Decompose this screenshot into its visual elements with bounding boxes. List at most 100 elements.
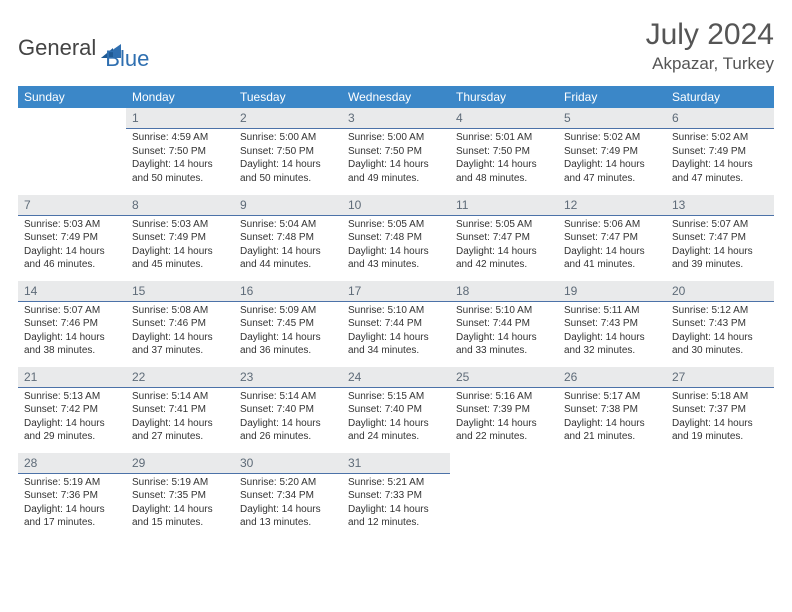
- day-header: Wednesday: [342, 86, 450, 108]
- day-details: Sunrise: 5:14 AMSunset: 7:41 PMDaylight:…: [126, 388, 234, 448]
- sunset-text: Sunset: 7:43 PM: [672, 317, 768, 331]
- daylight-text: and 27 minutes.: [132, 430, 228, 444]
- day-number: 1: [126, 108, 234, 129]
- sunrise-text: Sunrise: 5:02 AM: [672, 131, 768, 145]
- calendar-cell: 24Sunrise: 5:15 AMSunset: 7:40 PMDayligh…: [342, 366, 450, 452]
- daylight-text: and 37 minutes.: [132, 344, 228, 358]
- calendar-cell: 15Sunrise: 5:08 AMSunset: 7:46 PMDayligh…: [126, 280, 234, 366]
- daylight-text: Daylight: 14 hours: [240, 417, 336, 431]
- day-details: Sunrise: 5:06 AMSunset: 7:47 PMDaylight:…: [558, 216, 666, 276]
- daylight-text: Daylight: 14 hours: [348, 503, 444, 517]
- day-number: 18: [450, 281, 558, 302]
- daylight-text: Daylight: 14 hours: [132, 158, 228, 172]
- sunrise-text: Sunrise: 5:01 AM: [456, 131, 552, 145]
- day-number: 7: [18, 195, 126, 216]
- daylight-text: and 22 minutes.: [456, 430, 552, 444]
- daylight-text: and 33 minutes.: [456, 344, 552, 358]
- daylight-text: and 50 minutes.: [240, 172, 336, 186]
- daylight-text: Daylight: 14 hours: [240, 331, 336, 345]
- day-number: 25: [450, 367, 558, 388]
- daylight-text: and 13 minutes.: [240, 516, 336, 530]
- title-block: July 2024 Akpazar, Turkey: [646, 18, 774, 74]
- calendar-body: 1Sunrise: 4:59 AMSunset: 7:50 PMDaylight…: [18, 108, 774, 538]
- sunrise-text: Sunrise: 5:05 AM: [456, 218, 552, 232]
- sunrise-text: Sunrise: 5:14 AM: [240, 390, 336, 404]
- calendar-cell: [18, 108, 126, 194]
- day-details: Sunrise: 5:16 AMSunset: 7:39 PMDaylight:…: [450, 388, 558, 448]
- sunset-text: Sunset: 7:47 PM: [672, 231, 768, 245]
- day-number: 17: [342, 281, 450, 302]
- calendar-cell: [666, 452, 774, 538]
- day-number: 10: [342, 195, 450, 216]
- sunset-text: Sunset: 7:47 PM: [456, 231, 552, 245]
- daylight-text: Daylight: 14 hours: [564, 331, 660, 345]
- day-number: 3: [342, 108, 450, 129]
- sunset-text: Sunset: 7:50 PM: [132, 145, 228, 159]
- day-number: 14: [18, 281, 126, 302]
- day-details: Sunrise: 5:12 AMSunset: 7:43 PMDaylight:…: [666, 302, 774, 362]
- sunset-text: Sunset: 7:46 PM: [24, 317, 120, 331]
- daylight-text: Daylight: 14 hours: [240, 503, 336, 517]
- sunset-text: Sunset: 7:37 PM: [672, 403, 768, 417]
- calendar-cell: 23Sunrise: 5:14 AMSunset: 7:40 PMDayligh…: [234, 366, 342, 452]
- calendar-cell: 16Sunrise: 5:09 AMSunset: 7:45 PMDayligh…: [234, 280, 342, 366]
- daylight-text: and 45 minutes.: [132, 258, 228, 272]
- month-title: July 2024: [646, 18, 774, 52]
- day-number: 4: [450, 108, 558, 129]
- daylight-text: Daylight: 14 hours: [672, 245, 768, 259]
- calendar-cell: 31Sunrise: 5:21 AMSunset: 7:33 PMDayligh…: [342, 452, 450, 538]
- sunrise-text: Sunrise: 5:00 AM: [348, 131, 444, 145]
- daylight-text: and 43 minutes.: [348, 258, 444, 272]
- day-number: 8: [126, 195, 234, 216]
- sunrise-text: Sunrise: 5:17 AM: [564, 390, 660, 404]
- calendar-cell: 3Sunrise: 5:00 AMSunset: 7:50 PMDaylight…: [342, 108, 450, 194]
- day-details: Sunrise: 5:07 AMSunset: 7:47 PMDaylight:…: [666, 216, 774, 276]
- sunrise-text: Sunrise: 5:20 AM: [240, 476, 336, 490]
- daylight-text: Daylight: 14 hours: [132, 503, 228, 517]
- daylight-text: Daylight: 14 hours: [24, 245, 120, 259]
- calendar-cell: 4Sunrise: 5:01 AMSunset: 7:50 PMDaylight…: [450, 108, 558, 194]
- day-details: Sunrise: 5:10 AMSunset: 7:44 PMDaylight:…: [342, 302, 450, 362]
- daylight-text: Daylight: 14 hours: [672, 417, 768, 431]
- day-details: Sunrise: 5:02 AMSunset: 7:49 PMDaylight:…: [666, 129, 774, 189]
- calendar-week-row: 14Sunrise: 5:07 AMSunset: 7:46 PMDayligh…: [18, 280, 774, 366]
- daylight-text: and 46 minutes.: [24, 258, 120, 272]
- daylight-text: Daylight: 14 hours: [132, 417, 228, 431]
- sunset-text: Sunset: 7:42 PM: [24, 403, 120, 417]
- day-number: 20: [666, 281, 774, 302]
- sunrise-text: Sunrise: 5:19 AM: [132, 476, 228, 490]
- calendar-cell: 13Sunrise: 5:07 AMSunset: 7:47 PMDayligh…: [666, 194, 774, 280]
- daylight-text: Daylight: 14 hours: [240, 158, 336, 172]
- sunrise-text: Sunrise: 5:10 AM: [456, 304, 552, 318]
- calendar-week-row: 28Sunrise: 5:19 AMSunset: 7:36 PMDayligh…: [18, 452, 774, 538]
- sunrise-text: Sunrise: 5:13 AM: [24, 390, 120, 404]
- sunset-text: Sunset: 7:49 PM: [672, 145, 768, 159]
- daylight-text: Daylight: 14 hours: [564, 417, 660, 431]
- daylight-text: and 38 minutes.: [24, 344, 120, 358]
- calendar-cell: 18Sunrise: 5:10 AMSunset: 7:44 PMDayligh…: [450, 280, 558, 366]
- sunset-text: Sunset: 7:40 PM: [348, 403, 444, 417]
- daylight-text: Daylight: 14 hours: [456, 417, 552, 431]
- daylight-text: Daylight: 14 hours: [132, 245, 228, 259]
- daylight-text: Daylight: 14 hours: [348, 245, 444, 259]
- daylight-text: Daylight: 14 hours: [348, 417, 444, 431]
- daylight-text: Daylight: 14 hours: [24, 331, 120, 345]
- day-header: Thursday: [450, 86, 558, 108]
- day-number: 16: [234, 281, 342, 302]
- day-number: 13: [666, 195, 774, 216]
- sunrise-text: Sunrise: 5:18 AM: [672, 390, 768, 404]
- daylight-text: Daylight: 14 hours: [24, 417, 120, 431]
- day-details: Sunrise: 5:03 AMSunset: 7:49 PMDaylight:…: [126, 216, 234, 276]
- daylight-text: and 24 minutes.: [348, 430, 444, 444]
- calendar-week-row: 21Sunrise: 5:13 AMSunset: 7:42 PMDayligh…: [18, 366, 774, 452]
- day-details: Sunrise: 5:13 AMSunset: 7:42 PMDaylight:…: [18, 388, 126, 448]
- daylight-text: Daylight: 14 hours: [672, 158, 768, 172]
- day-details: Sunrise: 5:02 AMSunset: 7:49 PMDaylight:…: [558, 129, 666, 189]
- day-details: Sunrise: 5:03 AMSunset: 7:49 PMDaylight:…: [18, 216, 126, 276]
- day-details: Sunrise: 5:18 AMSunset: 7:37 PMDaylight:…: [666, 388, 774, 448]
- logo-text-blue: Blue: [105, 46, 149, 72]
- daylight-text: and 26 minutes.: [240, 430, 336, 444]
- calendar-cell: 29Sunrise: 5:19 AMSunset: 7:35 PMDayligh…: [126, 452, 234, 538]
- day-details: Sunrise: 5:07 AMSunset: 7:46 PMDaylight:…: [18, 302, 126, 362]
- calendar-cell: 30Sunrise: 5:20 AMSunset: 7:34 PMDayligh…: [234, 452, 342, 538]
